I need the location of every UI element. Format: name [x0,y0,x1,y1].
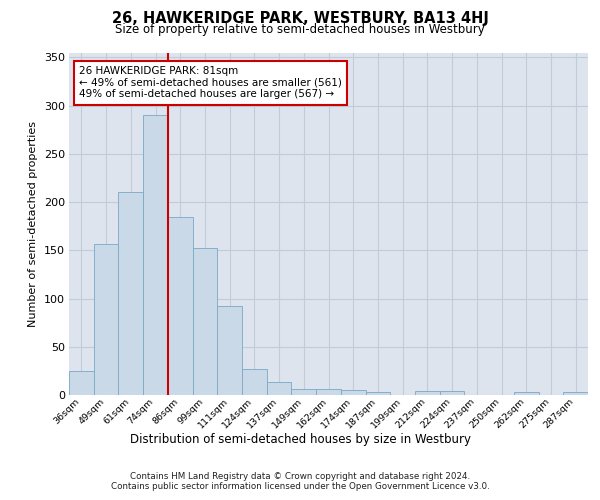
Bar [168,216,193,395]
Bar [94,244,118,395]
Text: Contains HM Land Registry data © Crown copyright and database right 2024.: Contains HM Land Registry data © Crown c… [130,472,470,481]
Bar [440,391,464,395]
Bar [267,382,292,395]
Bar [365,392,390,395]
Bar [563,392,588,395]
Bar [242,369,267,395]
Bar [118,192,143,395]
Text: Size of property relative to semi-detached houses in Westbury: Size of property relative to semi-detach… [115,22,485,36]
Text: Distribution of semi-detached houses by size in Westbury: Distribution of semi-detached houses by … [130,432,470,446]
Bar [143,115,168,395]
Bar [514,392,539,395]
Text: 26 HAWKERIDGE PARK: 81sqm
← 49% of semi-detached houses are smaller (561)
49% of: 26 HAWKERIDGE PARK: 81sqm ← 49% of semi-… [79,66,342,100]
Bar [341,390,365,395]
Text: 26, HAWKERIDGE PARK, WESTBURY, BA13 4HJ: 26, HAWKERIDGE PARK, WESTBURY, BA13 4HJ [112,11,488,26]
Bar [217,306,242,395]
Text: Contains public sector information licensed under the Open Government Licence v3: Contains public sector information licen… [110,482,490,491]
Bar [415,391,440,395]
Bar [316,389,341,395]
Bar [292,389,316,395]
Bar [69,371,94,395]
Bar [193,248,217,395]
Y-axis label: Number of semi-detached properties: Number of semi-detached properties [28,120,38,327]
